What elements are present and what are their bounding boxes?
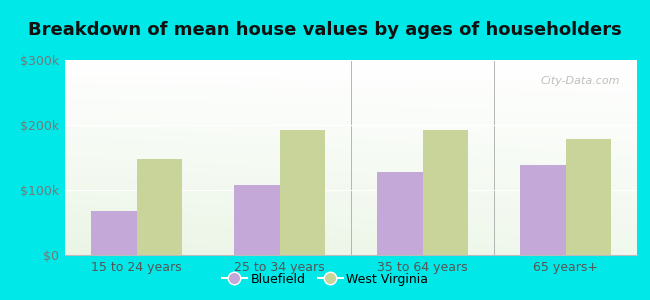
Bar	[566, 139, 611, 255]
Bar	[136, 159, 182, 255]
Bar	[91, 211, 136, 255]
Text: City-Data.com: City-Data.com	[540, 76, 620, 85]
Bar	[377, 172, 423, 255]
Bar	[422, 130, 468, 255]
Bar	[520, 165, 566, 255]
Bar	[280, 130, 325, 255]
Bar	[234, 185, 280, 255]
Text: Breakdown of mean house values by ages of householders: Breakdown of mean house values by ages o…	[28, 21, 622, 39]
Legend: Bluefield, West Virginia: Bluefield, West Virginia	[216, 268, 434, 291]
